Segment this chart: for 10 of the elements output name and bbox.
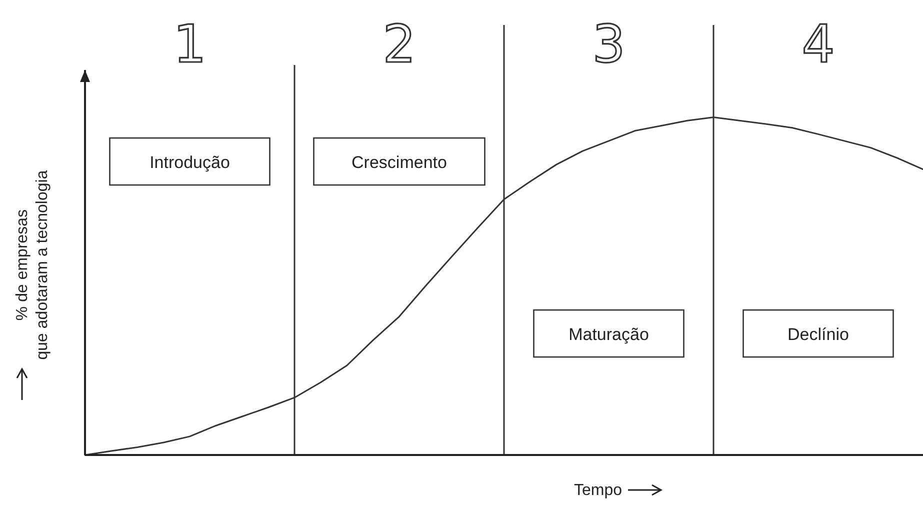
- y-axis-title: % de empresas que adotaram a tecnologia: [14, 170, 51, 360]
- text: 4: [802, 15, 835, 75]
- annotation: Introdução: [150, 153, 230, 172]
- text: 3: [592, 15, 626, 75]
- annotation: Declínio: [788, 325, 849, 344]
- annotation: Maturação: [568, 325, 649, 344]
- annotation: Crescimento: [352, 153, 447, 172]
- text: 2: [382, 15, 416, 75]
- text: 1: [173, 15, 206, 75]
- x-axis-title: Tempo: [574, 482, 622, 499]
